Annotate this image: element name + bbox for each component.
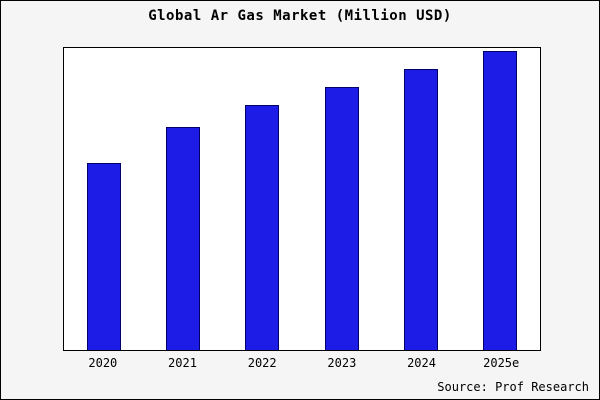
bar-2025e <box>483 51 518 350</box>
bar-column-2021 <box>143 48 222 350</box>
bar-2023 <box>324 87 359 350</box>
x-tick-label-2021: 2021 <box>168 356 197 370</box>
chart-title: Global Ar Gas Market (Million USD) <box>148 8 452 24</box>
bar-2021 <box>165 126 200 350</box>
bar-column-2024 <box>381 48 460 350</box>
x-tick-label-2020: 2020 <box>88 356 118 370</box>
x-tick-label-2023: 2023 <box>327 356 357 370</box>
bars-container <box>64 48 540 350</box>
x-axis-labels: 2020 2021 2022 2023 2024 2025e <box>63 356 541 370</box>
bar-column-2020 <box>64 48 143 350</box>
bar-2020 <box>86 162 121 350</box>
bar-2022 <box>245 105 280 350</box>
plot-area <box>63 47 541 351</box>
bar-column-2023 <box>302 48 381 350</box>
x-tick-label-2024: 2024 <box>407 356 436 370</box>
bar-column-2022 <box>223 48 302 350</box>
source-credit: Source: Prof Research <box>437 380 589 394</box>
bar-column-2025e <box>461 48 540 350</box>
x-tick-label-2022: 2022 <box>247 356 277 370</box>
bar-2024 <box>403 69 438 350</box>
x-tick-label-2025e: 2025e <box>483 356 520 370</box>
